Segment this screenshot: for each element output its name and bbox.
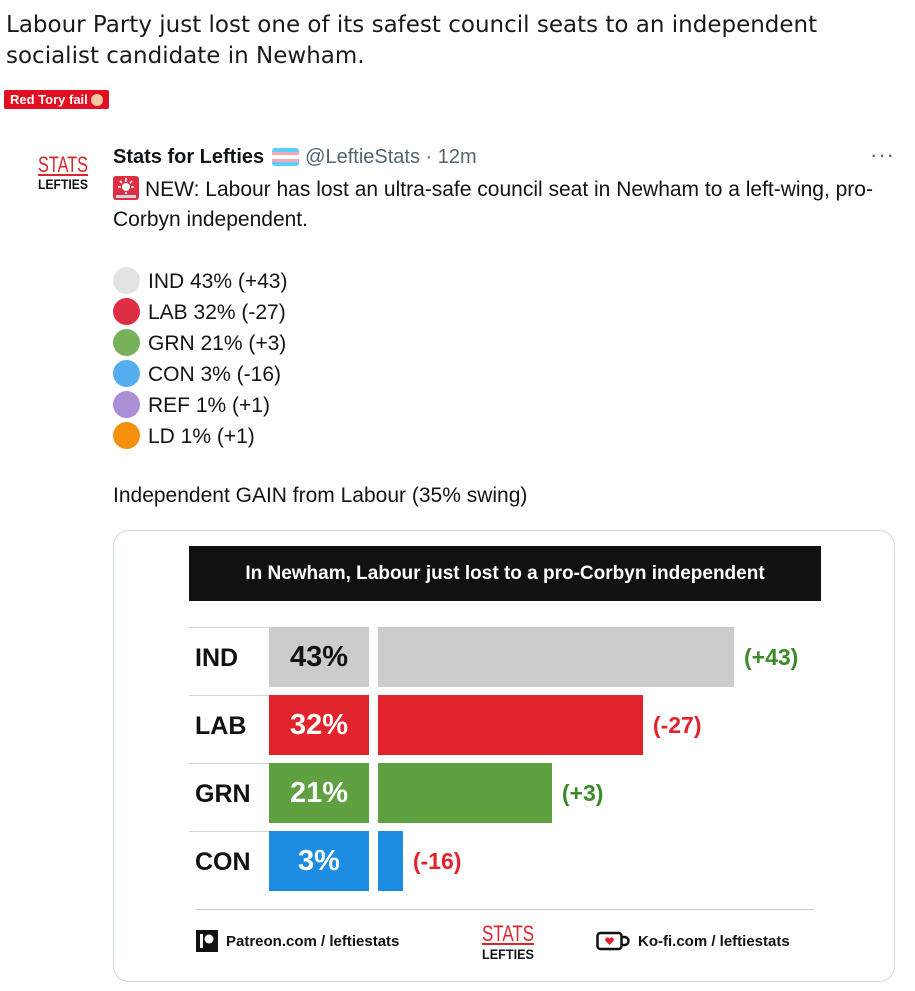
dot-icon [113,267,140,294]
list-item: LD 1% (+1) [113,421,287,452]
list-item: REF 1% (+1) [113,390,287,421]
patreon-text: Patreon.com / leftiestats [226,933,400,950]
chart-title: In Newham, Labour just lost to a pro-Cor… [189,546,821,601]
more-options-icon[interactable]: ··· [870,142,895,167]
stats-for-lefties-logo[interactable]: STATS LEFTIES [38,152,90,192]
category-label: IND [189,627,269,687]
change-label: (+43) [744,644,799,670]
tweet-summary: Independent GAIN from Labour (35% swing) [113,484,528,507]
tweet-text: NEW: Labour has lost an ultra-safe counc… [113,175,873,235]
result-text: CON 3% (-16) [148,363,282,386]
change-label: (-27) [652,712,702,738]
list-item: IND 43% (+43) [113,266,287,297]
tweet-time[interactable]: 12m [437,146,477,168]
dot-icon [113,391,140,418]
bar [378,763,552,823]
siren-icon [113,176,139,200]
results-list: IND 43% (+43) LAB 32% (-27) GRN 21% (+3)… [113,266,287,452]
category-label: CON [189,831,269,891]
post-title: Labour Party just lost one of its safest… [6,12,818,69]
list-item: GRN 21% (+3) [113,328,287,359]
footer-divider [196,909,814,910]
header-separator: · [425,146,433,168]
kofi-text: Ko-fi.com / leftiestats [638,933,790,950]
flair-label: Red Tory fail [10,92,88,107]
dot-icon [113,298,140,325]
dot-icon [113,329,140,356]
logo-line-1: STATS [38,152,88,177]
change-label: (+3) [561,780,604,806]
patreon-icon [196,930,218,952]
kofi-cup-icon [596,931,630,951]
chart-row-lab: LAB 32% (-27) [189,695,829,755]
patreon-link: Patreon.com / leftiestats [196,927,399,957]
trans-flag-icon [272,148,300,166]
chart-row-grn: GRN 21% (+3) [189,763,829,823]
dot-icon [113,422,140,449]
author-name[interactable]: Stats for Lefties [113,146,265,168]
post-flair[interactable]: Red Tory fail [4,90,109,109]
change-label: (-16) [412,848,462,874]
author-handle[interactable]: @LeftieStats [305,146,420,168]
result-text: LD 1% (+1) [148,425,255,448]
logo-line-2: LEFTIES [38,176,88,192]
face-emoji-icon [90,94,103,106]
chart-row-ind: IND 43% (+43) [189,627,829,687]
chart-row-con: CON 3% (-16) [189,831,829,891]
list-item: CON 3% (-16) [113,359,287,390]
bar [378,695,643,755]
result-text: IND 43% (+43) [148,270,288,293]
kofi-link: Ko-fi.com / leftiestats [596,927,790,957]
tweet-header: Stats for Lefties @LeftieStats · 12m [113,144,477,170]
dot-icon [113,360,140,387]
value-label: 32% [269,695,369,755]
footer-logo-line-1: STATS [482,921,534,946]
result-text: GRN 21% (+3) [148,332,287,355]
value-label: 3% [269,831,369,891]
result-text: LAB 32% (-27) [148,301,286,324]
list-item: LAB 32% (-27) [113,297,287,328]
value-label: 43% [269,627,369,687]
value-label: 21% [269,763,369,823]
footer-logo-line-2: LEFTIES [482,946,534,962]
category-label: GRN [189,763,269,823]
bar [378,627,734,687]
bar [378,831,403,891]
tweet-body: NEW: Labour has lost an ultra-safe counc… [113,178,873,231]
category-label: LAB [189,695,269,755]
chart-image-card[interactable]: In Newham, Labour just lost to a pro-Cor… [113,530,895,982]
result-text: REF 1% (+1) [148,394,270,417]
stats-for-lefties-footer-logo: STATS LEFTIES [482,921,534,962]
